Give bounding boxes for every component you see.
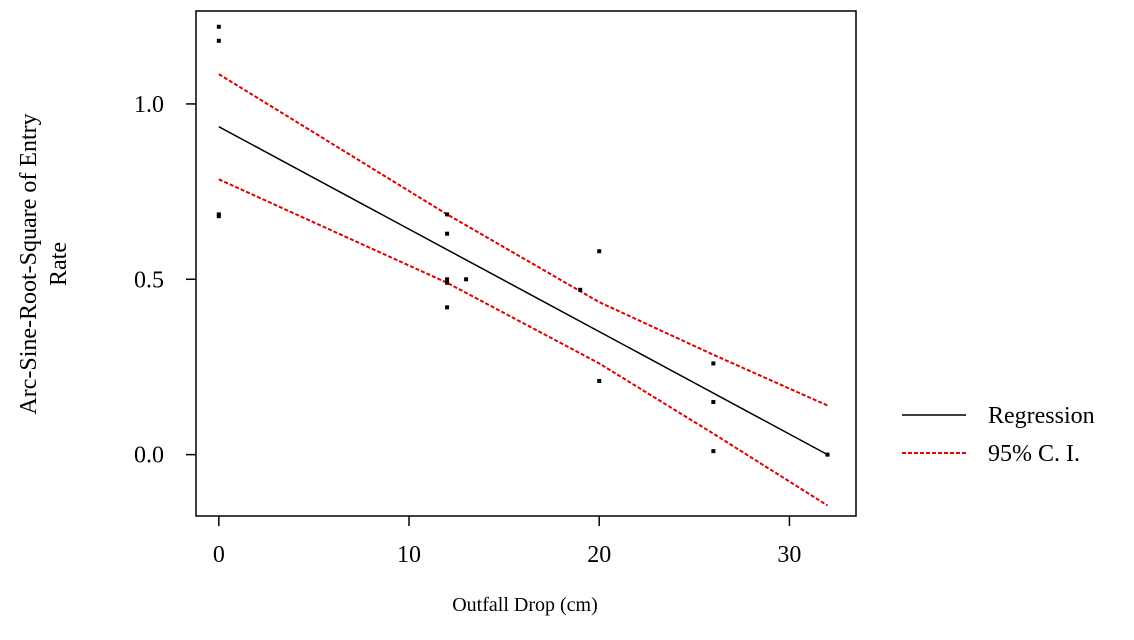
data-point <box>578 287 583 292</box>
y-axis-label-line-1: Arc-Sine-Root-Square of Entry <box>16 113 42 414</box>
series-layer <box>218 73 829 507</box>
data-point <box>711 449 716 454</box>
data-point <box>597 249 602 254</box>
legend-label: 95% C. I. <box>988 441 1080 467</box>
regression-line <box>218 126 828 456</box>
y-axis-label-line-2: Rate <box>46 242 72 286</box>
data-point <box>445 280 450 285</box>
y-tick-label: 0.0 <box>134 443 164 469</box>
legend: Regression 95% C. I. <box>902 403 1095 467</box>
data-point <box>597 378 602 383</box>
data-point <box>711 361 716 366</box>
data-point <box>445 305 450 310</box>
x-axis-label: Outfall Drop (cm) <box>452 594 598 616</box>
ci-upper-line <box>218 73 828 407</box>
data-point <box>445 212 450 217</box>
y-axis-label: Arc-Sine-Root-Square of Entry Rate <box>16 113 72 414</box>
data-point <box>216 24 221 29</box>
y-tick-label: 1.0 <box>134 92 164 118</box>
x-tick-label: 0 <box>213 542 225 568</box>
legend-label: Regression <box>988 403 1095 429</box>
data-point <box>216 38 221 43</box>
ci-lower-line <box>218 178 829 507</box>
plot-frame <box>195 10 857 517</box>
data-point <box>445 231 450 236</box>
x-tick-label: 20 <box>587 542 611 568</box>
y-axis: 0.0 0.5 1.0 <box>134 92 196 469</box>
data-point <box>445 277 450 282</box>
x-axis: 0 10 20 30 <box>213 516 801 568</box>
data-point <box>825 452 830 457</box>
y-tick-label: 0.5 <box>134 267 164 293</box>
data-point <box>464 277 469 282</box>
x-tick-label: 30 <box>777 542 801 568</box>
x-tick-label: 10 <box>397 542 421 568</box>
data-points <box>216 24 830 457</box>
data-point <box>216 214 221 219</box>
data-point <box>711 400 716 405</box>
